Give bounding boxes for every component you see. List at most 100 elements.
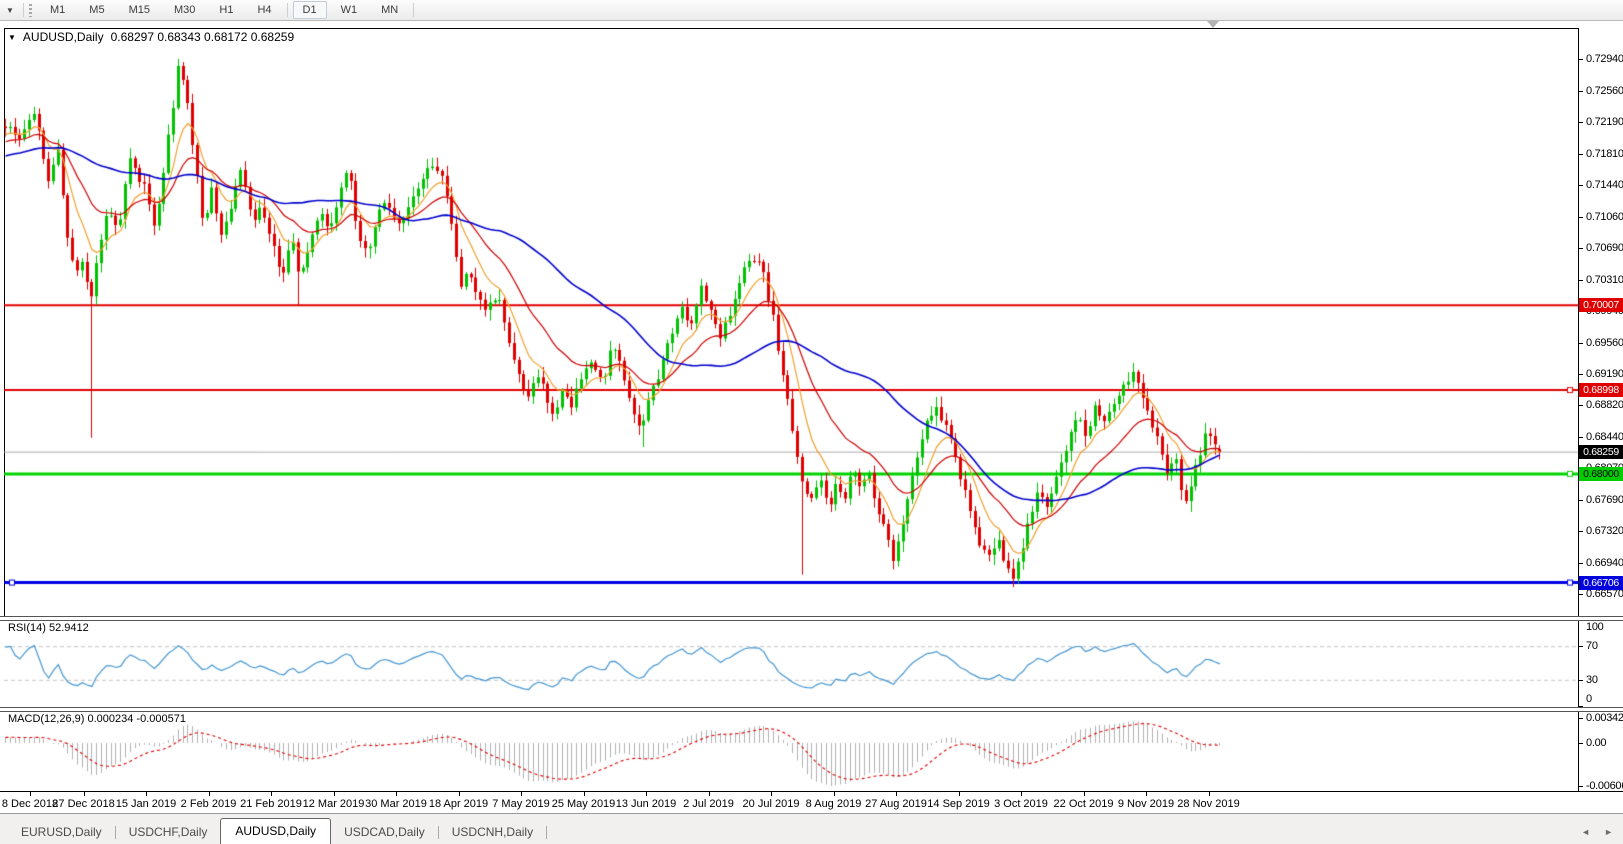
- tab-scroll-right-icon[interactable]: ►: [1604, 827, 1613, 837]
- date-tick-mark: [521, 792, 522, 796]
- tab-usdchf[interactable]: USDCHF,Daily: [128, 825, 208, 839]
- chart-frame-top-border: [4, 28, 1579, 29]
- date-tick-mark: [271, 792, 272, 796]
- price-chart-canvas[interactable]: [4, 29, 1578, 615]
- toolbar: ▼ M1 M5 M15 M30 H1 H4 D1 W1 MN: [0, 0, 1623, 21]
- date-label: 8 Aug 2019: [805, 798, 862, 810]
- date-label: 30 Mar 2019: [365, 798, 427, 810]
- price-tick-label: 0.68070: [1586, 462, 1623, 475]
- rsi-scale-label: 30: [1586, 674, 1598, 687]
- tab-scroll-buttons: ◄ ►: [1581, 827, 1613, 837]
- timeframe-button-h4[interactable]: H4: [257, 4, 272, 16]
- rsi-indicator-label: RSI(14) 52.9412: [8, 622, 89, 634]
- chart-shift-marker-icon[interactable]: [1207, 21, 1219, 28]
- date-tick-mark: [646, 792, 647, 796]
- date-tick-mark: [333, 792, 335, 796]
- date-label: 27 Dec 2018: [52, 798, 115, 810]
- rsi-scale-label: 100: [1586, 621, 1604, 633]
- timeframe-button-m1[interactable]: M1: [50, 4, 66, 16]
- date-tick-mark: [833, 792, 835, 796]
- bottom-bar: EURUSD,Daily USDCHF,Daily AUDUSD,Daily USDC…: [0, 813, 1623, 844]
- date-label: 14 Sep 2019: [927, 798, 990, 810]
- timeframe-button-h1[interactable]: H1: [219, 4, 234, 16]
- price-tick-label: 0.72940: [1586, 53, 1623, 65]
- date-label: 3 Oct 2019: [994, 798, 1048, 810]
- timeframe-button-m30[interactable]: M30: [173, 4, 196, 16]
- rsi-scale-label: 70: [1586, 639, 1598, 652]
- tab-usdcad[interactable]: USDCAD,Daily: [344, 825, 425, 839]
- price-tick-label: 0.67320: [1586, 525, 1623, 537]
- toolbar-grip-handle[interactable]: [29, 3, 32, 17]
- price-tick-label: 0.72190: [1586, 115, 1623, 128]
- macd-scale-label: 0.00: [1586, 737, 1607, 749]
- rsi-scale-label: 0: [1586, 693, 1592, 705]
- date-label: 22 Oct 2019: [1053, 798, 1114, 810]
- date-tick-mark: [1083, 792, 1085, 796]
- date-axis[interactable]: 8 Dec 2018 27 Dec 2018 15 Jan 2019 2 Feb 20…: [0, 791, 1623, 814]
- date-tick-mark: [458, 792, 460, 796]
- price-tick-label: 0.66570: [1586, 588, 1623, 600]
- date-label: 28 Nov 2019: [1177, 798, 1240, 810]
- macd-scale-label: 0.003421: [1586, 712, 1623, 724]
- tab-usdcnh[interactable]: USDCNH,Daily: [451, 825, 534, 839]
- chart-collapse-icon[interactable]: ▼: [8, 32, 16, 42]
- date-tick-mark: [1208, 792, 1210, 796]
- date-tick-mark: [958, 792, 960, 796]
- price-tick-label: 0.69190: [1586, 367, 1623, 380]
- tab-scroll-left-icon[interactable]: ◄: [1581, 827, 1591, 837]
- tab-separator: [437, 825, 439, 839]
- toolbar-divider: [413, 3, 415, 17]
- chart-ohlc-readout: 0.68297 0.68343 0.68172 0.68259: [110, 30, 295, 44]
- tab-eurusd[interactable]: EURUSD,Daily: [21, 825, 102, 839]
- date-label: 25 May 2019: [551, 798, 616, 810]
- rsi-canvas[interactable]: [4, 620, 1578, 706]
- date-tick-mark: [708, 792, 710, 796]
- date-label: 2 Feb 2019: [180, 798, 237, 810]
- price-tick-label: 0.67690: [1586, 493, 1623, 506]
- date-tick-mark: [146, 792, 147, 796]
- date-tick-mark: [83, 792, 85, 796]
- tab-audusd[interactable]: AUDUSD,Daily: [220, 818, 332, 844]
- date-tick-mark: [396, 792, 397, 796]
- price-axis-line: [1578, 28, 1579, 791]
- price-tick-label: 0.71810: [1586, 147, 1623, 160]
- price-tick-label: 0.68440: [1586, 430, 1623, 443]
- line-price-tag: 0.68998: [1579, 383, 1623, 398]
- timeframe-button-w1[interactable]: W1: [340, 4, 358, 16]
- price-tick-label: 0.69560: [1586, 336, 1623, 349]
- date-tick-mark: [1146, 792, 1147, 796]
- price-tick-label: 0.68820: [1586, 399, 1623, 412]
- date-tick-mark: [208, 792, 210, 796]
- timeframe-button-mn[interactable]: MN: [381, 4, 399, 16]
- timeframe-button-m15[interactable]: M15: [128, 4, 150, 16]
- date-label: 8 Dec 2018: [1, 798, 59, 810]
- date-label: 15 Jan 2019: [115, 798, 177, 810]
- panel-separator[interactable]: [0, 707, 1623, 712]
- date-label: 9 Nov 2019: [1117, 798, 1175, 810]
- tab-separator: [546, 825, 548, 839]
- date-label: 7 May 2019: [492, 798, 550, 810]
- timeframe-buttons: M1 M5 M15 M30 H1 H4 D1 W1 MN: [38, 1, 417, 19]
- date-label: 13 Jun 2019: [615, 798, 677, 810]
- date-tick-mark: [896, 792, 897, 796]
- price-tick-label: 0.70690: [1586, 241, 1623, 254]
- line-price-tag: 0.66706: [1579, 575, 1623, 590]
- timeframe-button-d1[interactable]: D1: [292, 1, 327, 19]
- timeframe-button-m5[interactable]: M5: [89, 4, 105, 16]
- macd-canvas[interactable]: [4, 711, 1578, 791]
- toolbar-divider: [286, 3, 288, 17]
- tab-separator: [114, 825, 116, 839]
- date-label: 20 Jul 2019: [742, 798, 800, 810]
- date-tick-mark: [771, 792, 772, 796]
- tab-strip: EURUSD,Daily USDCHF,Daily AUDUSD,Daily USDC…: [8, 818, 548, 844]
- line-price-tag: 0.68000: [1579, 466, 1623, 481]
- current-price-tag: 0.68259: [1579, 445, 1623, 460]
- price-tick-label: 0.71060: [1586, 210, 1623, 223]
- price-tick-label: 0.72560: [1586, 84, 1623, 97]
- chart-title: ▼ AUDUSD,Daily 0.68297 0.68343 0.68172 0…: [8, 30, 294, 44]
- panel-separator[interactable]: [0, 616, 1623, 621]
- chart-window: ▼ AUDUSD,Daily 0.68297 0.68343 0.68172 0…: [0, 20, 1623, 813]
- price-tick-label: 0.70310: [1586, 273, 1623, 286]
- toolbar-divider: [23, 3, 24, 17]
- window-dropdown-icon[interactable]: ▼: [6, 5, 14, 15]
